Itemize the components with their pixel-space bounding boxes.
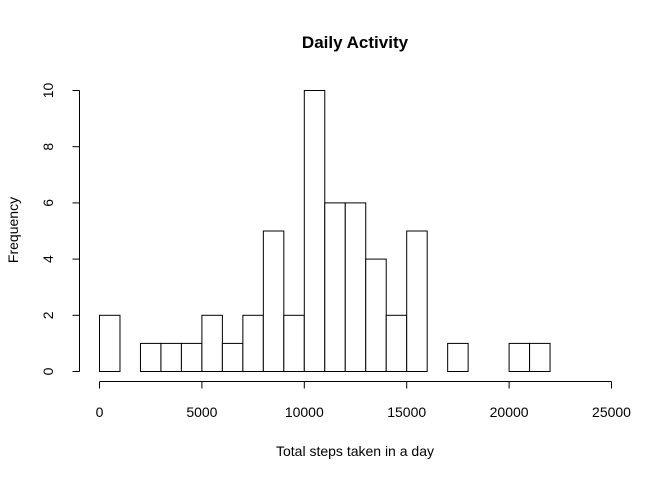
bars-group [99, 90, 551, 373]
histogram-bar [139, 342, 162, 372]
x-tick-label: 5000 [186, 404, 217, 420]
histogram-bar [406, 230, 428, 372]
histogram-bar [324, 202, 346, 372]
x-tick-label: 0 [96, 404, 104, 420]
y-axis-label: Frequency [5, 197, 21, 263]
histogram-bar [160, 342, 182, 372]
y-tick-label: 10 [40, 83, 56, 99]
y-tick-label: 2 [40, 311, 56, 319]
x-tick-label: 25000 [592, 404, 631, 420]
y-axis: 0 2 4 6 8 10 [40, 83, 80, 375]
histogram-bar [180, 342, 203, 372]
histogram-bar [242, 314, 264, 372]
y-tick-label: 0 [40, 367, 56, 375]
histogram-bar [303, 90, 326, 372]
y-tick-label: 8 [40, 143, 56, 151]
x-axis-label: Total steps taken in a day [276, 443, 434, 459]
histogram-bar [262, 230, 285, 372]
x-tick-label: 15000 [387, 404, 426, 420]
x-tick-label: 20000 [490, 404, 529, 420]
x-tick-label: 10000 [285, 404, 324, 420]
histogram-bar [99, 314, 121, 372]
histogram-bar [529, 342, 551, 372]
chart-title: Daily Activity [302, 33, 409, 52]
histogram-bar [508, 342, 531, 372]
histogram-bar [201, 314, 223, 372]
y-tick-label: 4 [40, 255, 56, 263]
histogram-bar [344, 202, 367, 372]
histogram-bar [447, 342, 469, 372]
y-tick-label: 6 [40, 199, 56, 207]
histogram-bar [221, 342, 244, 372]
histogram-bar [283, 314, 305, 372]
x-axis: 0 5000 10000 15000 20000 25000 [96, 381, 631, 420]
histogram-bar [385, 314, 408, 372]
histogram-bar [365, 258, 387, 373]
